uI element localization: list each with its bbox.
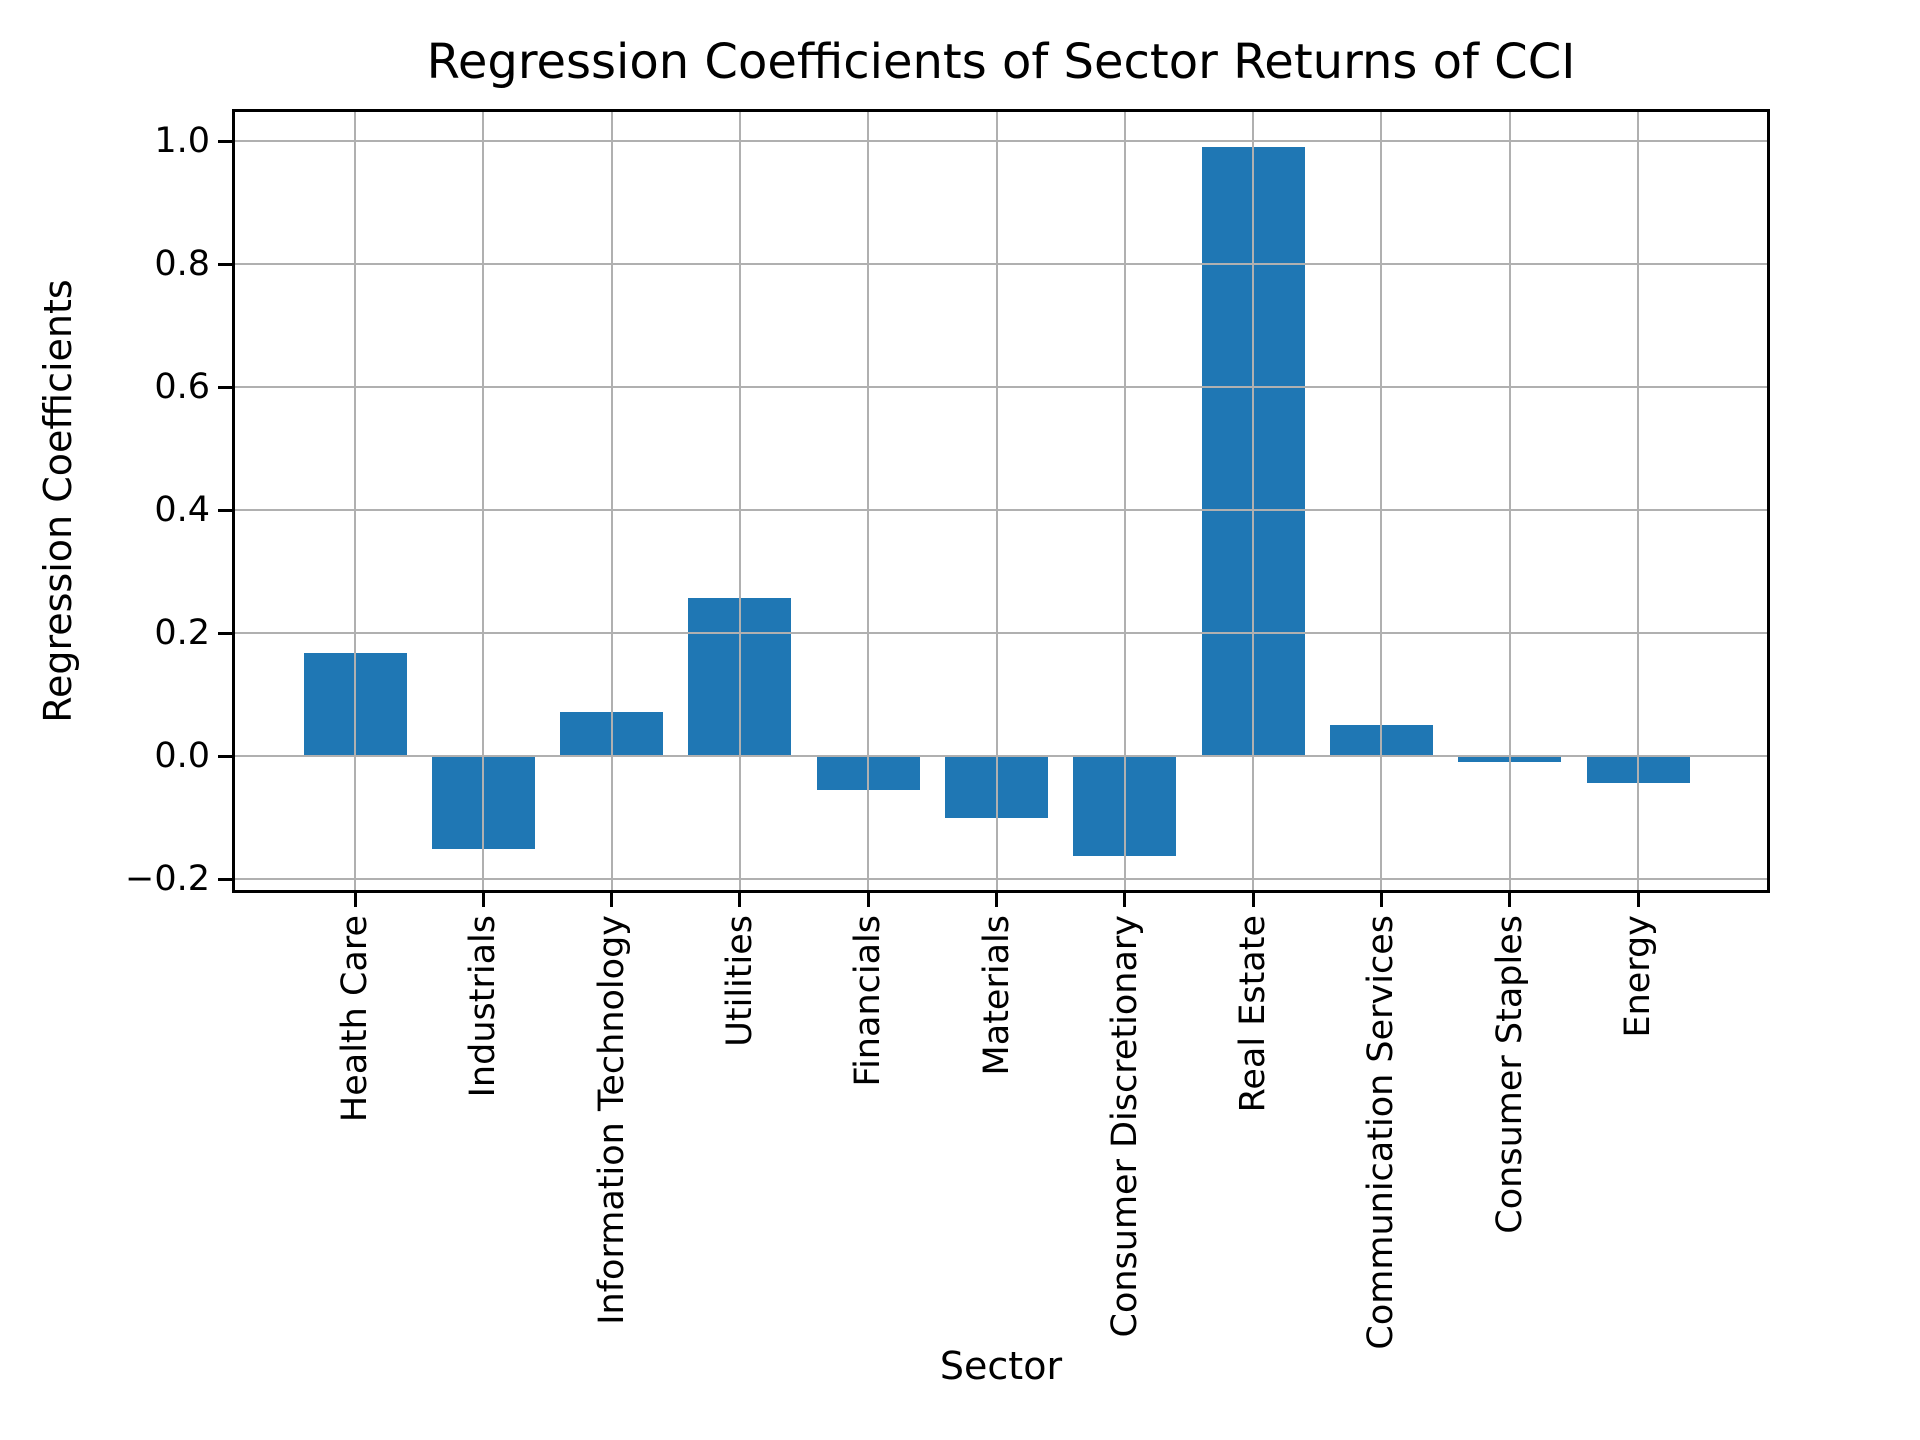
x-tick-label: Financials	[848, 915, 889, 1087]
x-tick-label: Real Estate	[1233, 915, 1274, 1113]
x-gridline	[1508, 112, 1511, 890]
x-tick-label: Industrials	[463, 915, 504, 1098]
x-tick-mark	[1251, 893, 1255, 907]
x-gridline	[1252, 112, 1255, 890]
x-tick-label: Health Care	[335, 915, 375, 1123]
y-tick-label: 1.0	[154, 121, 210, 161]
x-tick-mark	[1508, 893, 1512, 907]
x-tick-mark	[866, 893, 870, 907]
x-tick-mark	[1636, 893, 1640, 907]
x-tick-mark	[995, 893, 998, 907]
x-gridline	[867, 112, 870, 890]
x-gridline	[354, 112, 356, 890]
x-gridline	[1380, 112, 1383, 890]
x-axis-label: Sector	[939, 1344, 1063, 1388]
y-gridline	[235, 263, 1767, 265]
y-gridline	[235, 386, 1767, 388]
y-gridline	[235, 632, 1767, 634]
y-tick-label: −0.2	[125, 859, 210, 899]
x-gridline	[995, 112, 998, 890]
x-gridline	[482, 112, 485, 890]
chart-title: Regression Coefficients of Sector Return…	[426, 34, 1576, 90]
y-tick-mark	[218, 262, 232, 266]
x-tick-mark	[1379, 893, 1383, 907]
x-tick-mark	[481, 893, 485, 907]
x-gridline	[610, 112, 613, 890]
x-tick-label: Information Technology	[591, 915, 632, 1325]
y-tick-label: 0.2	[154, 613, 210, 653]
x-tick-label: Consumer Discretionary	[1104, 915, 1145, 1338]
y-gridline	[235, 878, 1767, 880]
y-tick-mark	[218, 385, 232, 389]
y-tick-mark	[218, 508, 232, 512]
y-tick-mark	[218, 631, 232, 635]
y-gridline	[235, 140, 1767, 142]
x-tick-label: Communication Services	[1361, 915, 1402, 1350]
x-tick-mark	[610, 893, 614, 907]
x-tick-label: Consumer Staples	[1489, 915, 1530, 1234]
x-tick-mark	[353, 893, 357, 907]
y-tick-label: 0.8	[154, 244, 210, 284]
x-gridline	[738, 112, 741, 890]
x-tick-mark	[738, 893, 742, 907]
y-tick-mark	[218, 877, 232, 881]
x-gridline	[1637, 112, 1639, 890]
x-tick-label: Materials	[976, 915, 1017, 1076]
y-gridline	[235, 755, 1767, 757]
x-tick-label: Energy	[1618, 915, 1658, 1038]
x-tick-label: Utilities	[719, 915, 760, 1047]
plot-area	[232, 109, 1770, 893]
y-tick-label: 0.0	[154, 736, 210, 776]
y-tick-mark	[218, 139, 232, 143]
y-gridline	[235, 509, 1767, 511]
x-tick-mark	[1123, 893, 1127, 907]
y-tick-label: 0.6	[154, 367, 210, 407]
x-gridline	[1123, 112, 1126, 890]
y-tick-label: 0.4	[154, 490, 210, 530]
y-tick-mark	[218, 754, 232, 758]
